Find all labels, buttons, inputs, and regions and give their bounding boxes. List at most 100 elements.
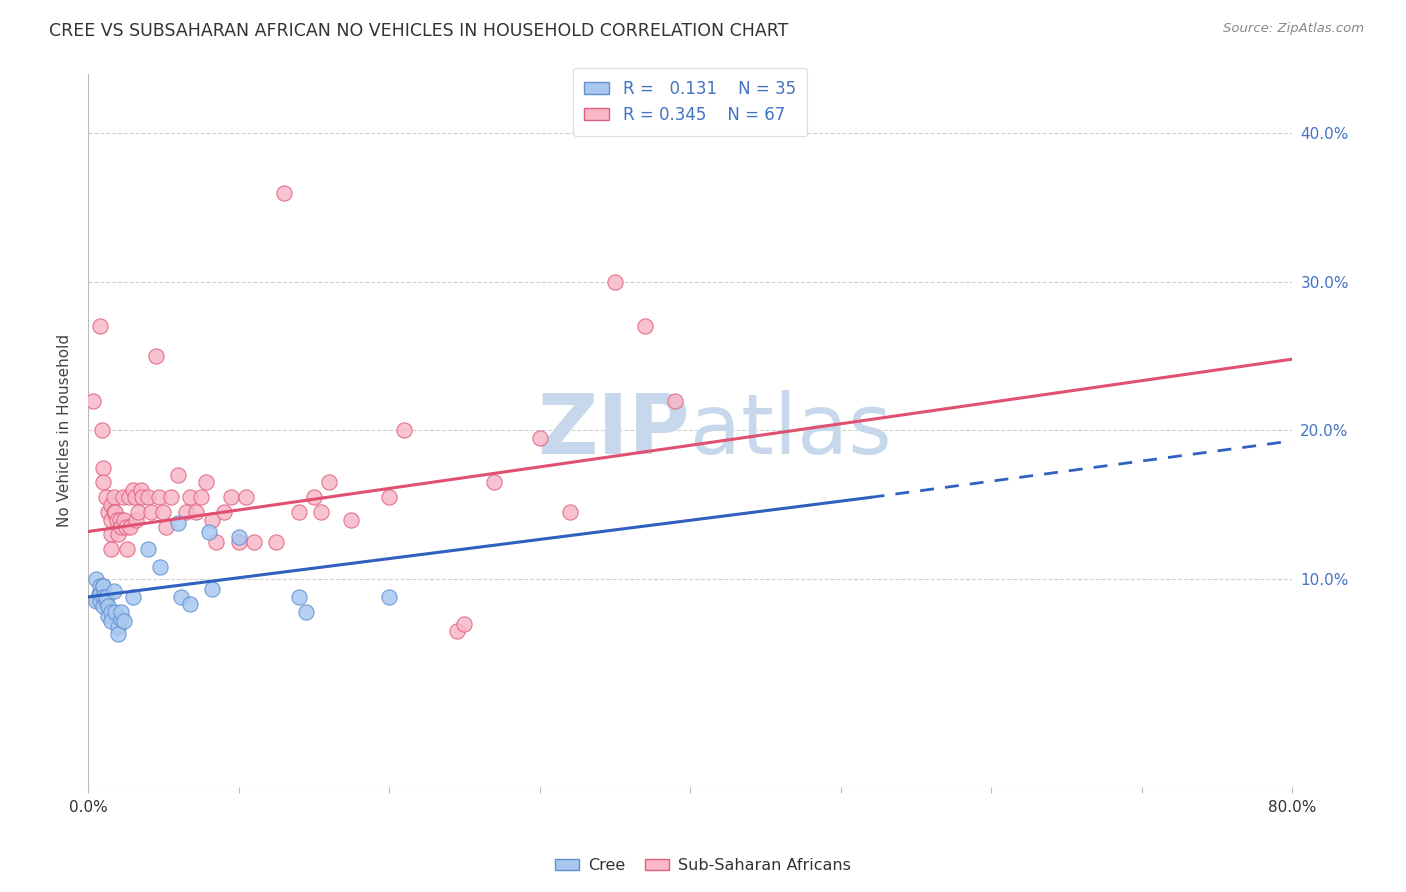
Point <box>96 594 118 608</box>
Point <box>664 393 686 408</box>
Point <box>89 594 111 608</box>
Point <box>91 580 114 594</box>
Point <box>127 505 149 519</box>
Point <box>235 491 257 505</box>
Point <box>228 531 250 545</box>
Point <box>100 498 122 512</box>
Point <box>228 535 250 549</box>
Point <box>100 614 122 628</box>
Point <box>89 587 111 601</box>
Point <box>125 513 148 527</box>
Point <box>392 424 415 438</box>
Point <box>110 520 132 534</box>
Point <box>212 505 235 519</box>
Point <box>152 505 174 519</box>
Point <box>118 491 141 505</box>
Point <box>446 624 468 638</box>
Point <box>558 505 581 519</box>
Point <box>89 580 111 594</box>
Point <box>200 582 222 597</box>
Point <box>529 431 551 445</box>
Point <box>87 587 110 601</box>
Point <box>108 513 131 527</box>
Point <box>186 505 208 519</box>
Legend: R =   0.131    N = 35, R = 0.345    N = 67: R = 0.131 N = 35, R = 0.345 N = 67 <box>572 68 807 136</box>
Point <box>114 520 136 534</box>
Point <box>138 491 160 505</box>
Point <box>302 491 325 505</box>
Point <box>264 535 287 549</box>
Point <box>100 513 122 527</box>
Point <box>91 580 114 594</box>
Point <box>200 513 222 527</box>
Point <box>288 505 311 519</box>
Point <box>194 475 217 490</box>
Point <box>91 599 114 613</box>
Point <box>179 597 201 611</box>
Point <box>170 590 193 604</box>
Point <box>311 505 333 519</box>
Y-axis label: No Vehicles in Household: No Vehicles in Household <box>58 334 72 527</box>
Point <box>110 612 132 626</box>
Point <box>96 590 118 604</box>
Point <box>131 491 153 505</box>
Point <box>97 599 120 613</box>
Point <box>100 605 122 619</box>
Point <box>107 627 129 641</box>
Point <box>120 520 142 534</box>
Point <box>167 468 190 483</box>
Point <box>288 590 311 604</box>
Point <box>111 491 134 505</box>
Point <box>82 393 104 408</box>
Point <box>318 475 340 490</box>
Point <box>160 491 183 505</box>
Point <box>378 590 401 604</box>
Point <box>103 505 125 519</box>
Point <box>603 275 626 289</box>
Legend: Cree, Sub-Saharan Africans: Cree, Sub-Saharan Africans <box>548 852 858 880</box>
Point <box>107 527 129 541</box>
Point <box>84 594 107 608</box>
Point <box>110 605 132 619</box>
Point <box>174 505 197 519</box>
Text: ZIP: ZIP <box>537 390 690 471</box>
Point <box>453 616 475 631</box>
Point <box>124 491 146 505</box>
Point <box>122 590 145 604</box>
Point <box>219 491 242 505</box>
Point <box>148 491 170 505</box>
Text: CREE VS SUBSAHARAN AFRICAN NO VEHICLES IN HOUSEHOLD CORRELATION CHART: CREE VS SUBSAHARAN AFRICAN NO VEHICLES I… <box>49 22 789 40</box>
Point <box>89 319 111 334</box>
Point <box>273 186 295 200</box>
Point <box>242 535 264 549</box>
Point <box>112 614 135 628</box>
Point <box>91 475 114 490</box>
Point <box>141 505 163 519</box>
Point <box>112 513 135 527</box>
Point <box>190 491 212 505</box>
Point <box>96 491 118 505</box>
Point <box>117 542 139 557</box>
Text: atlas: atlas <box>690 390 891 471</box>
Point <box>295 605 318 619</box>
Point <box>103 583 125 598</box>
Point <box>91 590 114 604</box>
Point <box>179 491 201 505</box>
Point <box>167 516 190 530</box>
Point <box>105 513 128 527</box>
Point <box>103 491 125 505</box>
Point <box>100 542 122 557</box>
Point <box>138 542 160 557</box>
Point <box>378 491 401 505</box>
Point <box>84 572 107 586</box>
Point <box>104 505 127 519</box>
Point <box>107 619 129 633</box>
Point <box>91 460 114 475</box>
Point <box>197 524 219 539</box>
Point <box>484 475 506 490</box>
Point <box>90 424 112 438</box>
Point <box>100 527 122 541</box>
Point <box>205 535 228 549</box>
Text: Source: ZipAtlas.com: Source: ZipAtlas.com <box>1223 22 1364 36</box>
Point <box>97 609 120 624</box>
